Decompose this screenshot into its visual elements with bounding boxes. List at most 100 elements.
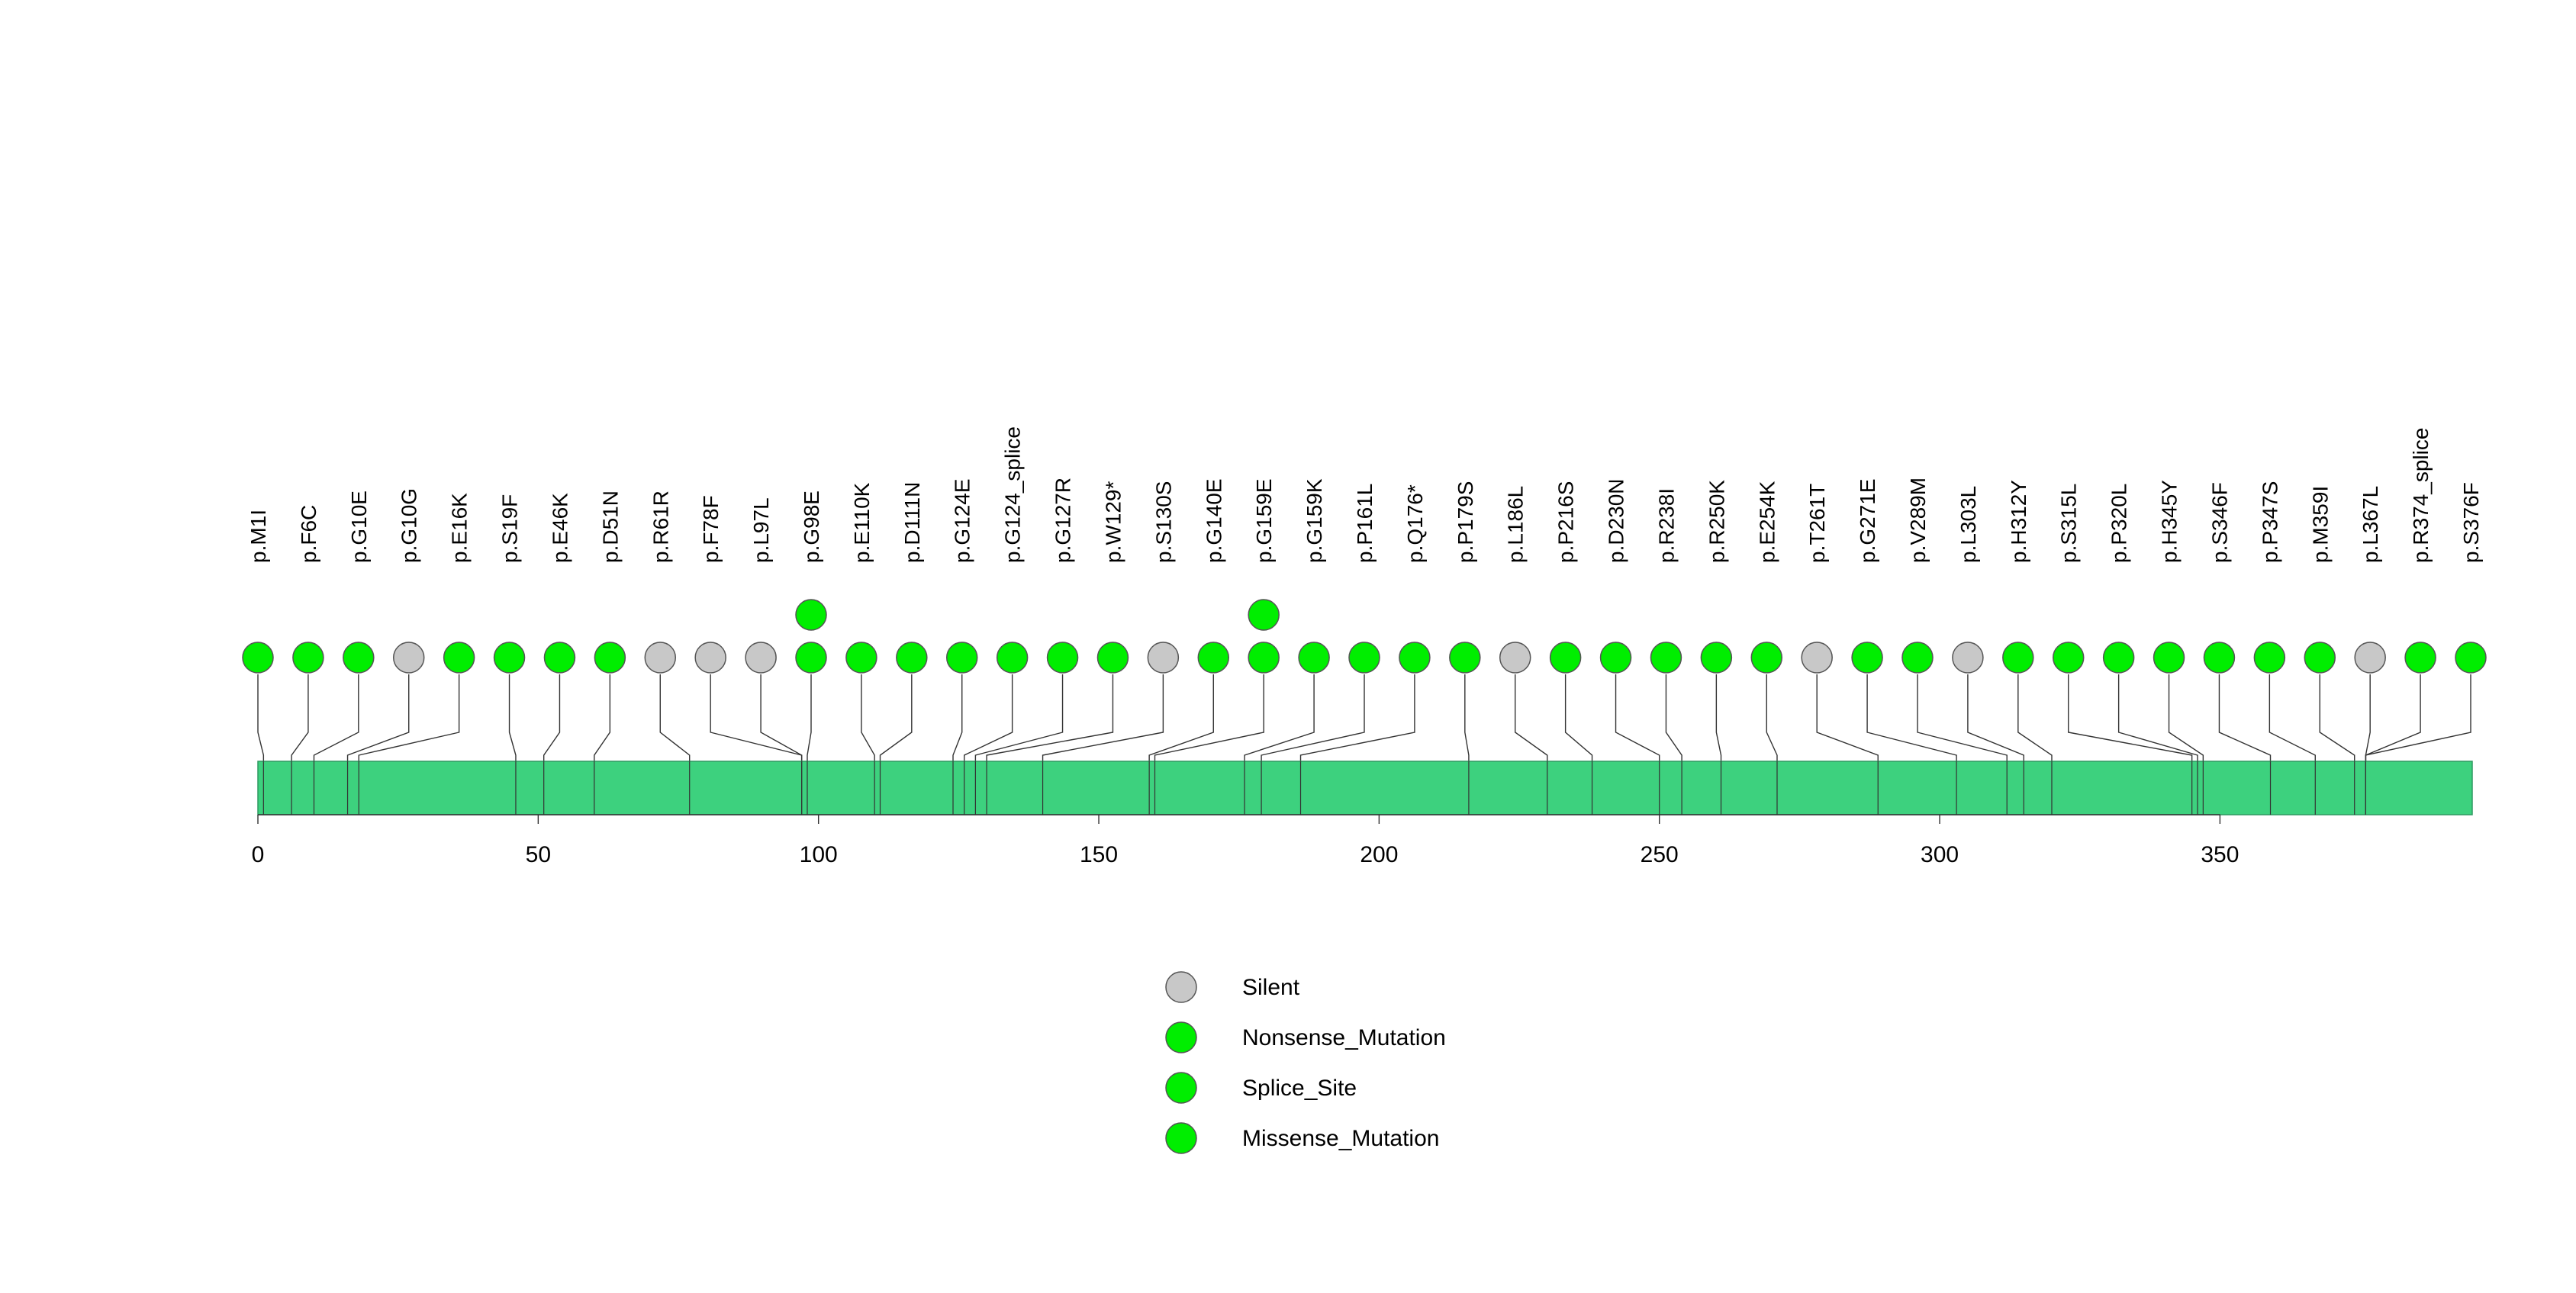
connector-line xyxy=(508,674,517,761)
mutation-marker xyxy=(1700,642,1733,674)
mutation-marker xyxy=(392,642,425,674)
legend: Silent Nonsense_Mutation Splice_Site Missen… xyxy=(1165,971,1446,1154)
mutation-marker xyxy=(2052,642,2085,674)
connector-line xyxy=(1766,674,1778,761)
mutation-label: p.P216S xyxy=(1554,481,1578,563)
connector-line xyxy=(346,674,410,761)
legend-swatch xyxy=(1165,1122,1197,1154)
connector-line xyxy=(1261,674,1365,761)
mutation-marker xyxy=(1901,642,1934,674)
connector-line xyxy=(2017,674,2053,761)
mutation-marker xyxy=(1750,642,1783,674)
mutation-label: p.R374_splice xyxy=(2409,428,2433,563)
x-tick-label: 50 xyxy=(526,842,551,867)
connector-line xyxy=(2168,674,2204,761)
mutation-label: p.H312Y xyxy=(2007,480,2030,563)
mutation-label: p.S130S xyxy=(1151,481,1175,563)
mutation-marker xyxy=(2102,642,2135,674)
x-tick-label: 350 xyxy=(2201,842,2239,867)
connector-line xyxy=(1564,674,1593,761)
mutation-marker-stacked xyxy=(795,599,827,631)
mutation-marker xyxy=(443,642,475,674)
connector-line xyxy=(659,674,691,761)
mutation-marker xyxy=(543,642,576,674)
mutation-label: p.P161L xyxy=(1353,484,1377,563)
mutation-label: p.P347S xyxy=(2258,481,2281,563)
connector-line xyxy=(1299,674,1415,761)
mutation-label: p.D51N xyxy=(598,491,622,563)
mutation-label: p.E254K xyxy=(1755,481,1779,563)
mutation-label: p.W129* xyxy=(1101,481,1125,563)
mutation-markers xyxy=(242,599,2487,674)
connector-line xyxy=(1715,674,1722,761)
mutation-label: p.S315L xyxy=(2057,484,2081,563)
mutation-marker xyxy=(1952,642,1984,674)
mutation-label: p.E46K xyxy=(548,493,572,563)
connector-lines xyxy=(257,674,2471,761)
mutation-marker xyxy=(1096,642,1129,674)
mutation-marker xyxy=(594,642,626,674)
mutation-label: p.L97L xyxy=(749,497,773,563)
mutation-marker xyxy=(1046,642,1079,674)
connector-line xyxy=(1042,674,1164,761)
mutation-label: p.G127R xyxy=(1051,478,1075,563)
connector-line xyxy=(1148,674,1214,761)
mutation-marker xyxy=(1449,642,1481,674)
mutation-label: p.E110K xyxy=(850,482,874,563)
mutation-label: p.S346F xyxy=(2207,482,2231,563)
mutation-label: p.G271E xyxy=(1856,478,1879,563)
mutation-marker xyxy=(2304,642,2336,674)
connector-line xyxy=(2365,674,2421,761)
mutation-label: p.P320L xyxy=(2107,484,2131,563)
mutation-label: p.D230N xyxy=(1605,478,1628,563)
legend-swatch xyxy=(1165,1021,1197,1053)
legend-label: Silent xyxy=(1242,975,1300,1000)
connector-line xyxy=(1866,674,1957,761)
mutation-label: p.G124_splice xyxy=(1001,426,1025,563)
mutation-label: p.H345Y xyxy=(2158,480,2182,563)
legend-swatch xyxy=(1165,971,1197,1003)
connector-line xyxy=(807,674,812,761)
mutation-label: p.E16K xyxy=(448,493,472,563)
mutation-label: p.G124E xyxy=(951,478,974,563)
connector-line xyxy=(1154,674,1264,761)
connector-line xyxy=(974,674,1064,761)
mutation-label: p.Q176* xyxy=(1403,484,1427,563)
mutation-label: p.P179S xyxy=(1454,481,1477,563)
x-tick-label: 300 xyxy=(1921,842,1959,867)
mutation-marker xyxy=(343,642,375,674)
connector-line xyxy=(2365,674,2371,761)
connector-line xyxy=(2218,674,2272,761)
mutation-label: p.G159E xyxy=(1252,478,1276,563)
legend-swatch xyxy=(1165,1072,1197,1104)
mutation-marker xyxy=(1197,642,1230,674)
mutation-marker xyxy=(945,642,978,674)
mutation-label: p.S19F xyxy=(498,494,522,563)
mutation-marker xyxy=(242,642,274,674)
mutation-marker xyxy=(1348,642,1380,674)
mutation-labels: p.M1I p.F6C p.G10E p.G10G p.E16K p.S19F p.E46K… xyxy=(246,426,2483,563)
connector-line xyxy=(710,674,803,761)
mutation-marker xyxy=(1147,642,1180,674)
mutation-marker-stacked xyxy=(1248,599,1280,631)
mutation-marker xyxy=(694,642,726,674)
connector-line xyxy=(291,674,309,761)
mutation-marker xyxy=(745,642,777,674)
mutation-label: p.V289M xyxy=(1906,478,1930,563)
connector-line xyxy=(313,674,359,761)
mutation-label: p.R61R xyxy=(649,491,672,563)
mutation-marker xyxy=(1399,642,1431,674)
mutation-label: p.F6C xyxy=(297,505,320,563)
connector-line xyxy=(2117,674,2198,761)
connector-line xyxy=(1816,674,1879,761)
connector-line xyxy=(2365,674,2471,761)
mutation-marker xyxy=(644,642,677,674)
mutation-label: p.S376F xyxy=(2459,482,2483,563)
legend-label: Splice_Site xyxy=(1242,1076,1357,1101)
mutation-label: p.M1I xyxy=(246,510,270,563)
mutation-marker xyxy=(1499,642,1531,674)
x-tick-label: 100 xyxy=(800,842,838,867)
connector-line xyxy=(2068,674,2193,761)
